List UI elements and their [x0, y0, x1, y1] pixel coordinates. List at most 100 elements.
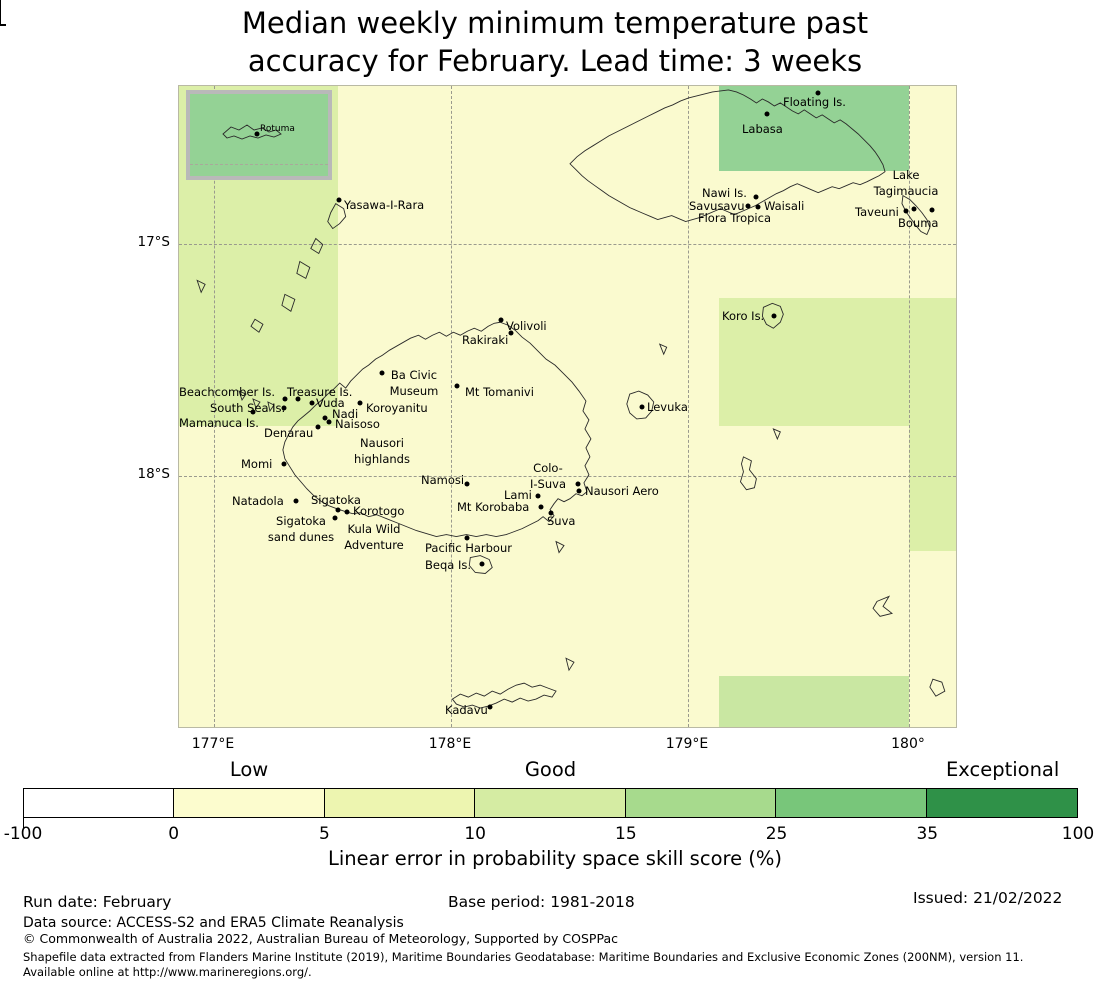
place-dot-labasa	[764, 111, 770, 117]
island-vanua-levu	[569, 89, 886, 223]
colorbar-tick	[23, 818, 24, 823]
place-label-denarau: Denarau	[264, 426, 313, 442]
place-label-line: Museum	[389, 383, 439, 398]
gridline-horizontal	[179, 244, 956, 245]
place-label-line: Taveuni	[855, 205, 899, 219]
place-label-yasawa-i-rara: Yasawa-I-Rara	[344, 198, 424, 214]
place-label-kula-wild-adventure: Kula Wild Adventure	[344, 522, 403, 553]
colorbar-label-low: Low	[229, 758, 269, 781]
place-label-beqa-is: Beqa Is.	[425, 558, 471, 574]
place-label-line: Namosi	[421, 473, 465, 487]
place-dot-rotuma	[254, 131, 260, 137]
place-label-natadola: Natadola	[232, 494, 284, 510]
place-dot-mt-korobaba	[538, 504, 544, 510]
place-label-naisoso: Naisoso	[335, 417, 380, 433]
place-label-line: Momi	[241, 457, 273, 471]
place-label-line: Bouma	[898, 216, 939, 230]
place-label-nausori-highlands: Nausori highlands	[354, 436, 410, 467]
place-label-line: Savusavu	[689, 199, 745, 213]
base-period-text: Base period: 1981-2018	[448, 893, 635, 911]
place-dot-volivoli	[498, 317, 504, 323]
colorbar-segment-0	[24, 789, 175, 817]
colorbar-tick-label: -100	[3, 824, 43, 844]
place-label-line: Kula Wild	[347, 522, 401, 536]
place-label-line: Labasa	[742, 122, 783, 136]
copyright-text: © Commonwealth of Australia 2022, Austra…	[23, 931, 618, 946]
place-dot-suva	[548, 510, 554, 516]
island-mamanuca-group	[238, 390, 275, 413]
place-label-line: Sigatoka	[276, 514, 326, 528]
gridline-vertical	[451, 86, 452, 727]
place-label-line: Nawi Is.	[702, 186, 747, 200]
place-dot-yasawa-i-rara	[336, 197, 342, 203]
island-rotuma	[222, 124, 282, 140]
place-dot-mamanuca-is	[250, 409, 256, 415]
place-label-line: Kadavu	[445, 703, 488, 717]
colorbar-bar	[23, 788, 1078, 818]
place-label-ba-civic-museum: Ba Civic Museum	[390, 368, 439, 399]
shapefile-credit-line2: Available online at http://www.marinereg…	[23, 965, 312, 979]
place-label-line: Levuka	[647, 400, 688, 414]
place-dot-south-sea-is	[281, 405, 287, 411]
place-label-sigatoka-sand-dunes: Sigatoka sand dunes	[268, 514, 334, 545]
place-label-momi: Momi	[241, 457, 272, 473]
place-dot-koroyanitu	[357, 400, 363, 406]
gridline-horizontal	[179, 476, 956, 477]
gridline-vertical	[688, 86, 689, 727]
place-label-line: Koroyanitu	[366, 401, 428, 415]
place-label-line: Colo-	[533, 461, 563, 475]
place-dot-beqa-is	[479, 561, 485, 567]
place-dot-lami	[535, 493, 541, 499]
place-label-line: Ba Civic	[390, 368, 438, 382]
x-axis-tick-label: 179°E	[665, 736, 709, 752]
place-label-beachcomber-is: Beachcomber Is.	[179, 385, 275, 401]
x-axis-tick	[0, 6, 1, 12]
colorbar: Low Good Exceptional -100 0 5 10 15 25 35 100	[4, 758, 1095, 844]
place-label-line: Sigatoka	[311, 493, 361, 507]
colorbar-tick-label: 25	[765, 824, 788, 844]
place-label-line: Nadi	[332, 407, 359, 421]
place-label-line: Waisali	[764, 199, 805, 213]
place-label-line: Adventure	[344, 537, 404, 552]
place-dot-waisali	[755, 204, 761, 210]
place-dot-nausori-aero	[576, 488, 582, 494]
place-label-line: Mt Tomanivi	[465, 385, 534, 399]
colorbar-label-exceptional: Exceptional	[945, 758, 1060, 781]
place-dot-mt-tomanivi	[454, 383, 460, 389]
place-label-koro-is: Koro Is.	[722, 309, 764, 325]
place-label-line: Nausori	[360, 436, 404, 450]
data-source-text: Data source: ACCESS-S2 and ERA5 Climate …	[23, 915, 404, 931]
island-viti-levu	[282, 321, 592, 538]
place-dot-nawi-is	[753, 194, 759, 200]
colorbar-segment-4	[625, 789, 777, 817]
place-label-nadi: Nadi	[332, 407, 358, 423]
island-ovalau	[626, 390, 655, 420]
place-label-line: Pacific Harbour	[425, 541, 512, 555]
rotuma-inset: Rotuma	[186, 90, 332, 180]
place-label-line: sand dunes	[267, 529, 335, 544]
place-dot-nadi	[322, 415, 328, 421]
place-dot-korotogo	[344, 509, 350, 515]
place-label-line: Treasure Is.	[287, 385, 353, 399]
place-dot-naisoso	[326, 419, 332, 425]
skill-cell-4	[719, 676, 909, 727]
place-label-line: Suva	[547, 514, 576, 528]
issued-date-text: Issued: 21/02/2022	[913, 889, 1063, 907]
island-gau	[739, 456, 757, 491]
place-dot-ba-civic-museum	[379, 370, 385, 376]
coastlines	[196, 89, 946, 709]
colorbar-caption: Linear error in probability space skill …	[327, 847, 783, 870]
place-label-line: I-Suva	[530, 476, 566, 491]
inset-gridline	[190, 164, 328, 165]
place-label-vuda: Vuda	[316, 396, 345, 412]
island-koro	[761, 302, 784, 329]
place-label-line: Flora Tropica	[698, 211, 771, 225]
colorbar-label-good: Good	[524, 758, 577, 781]
place-dot-pacific-harbour	[464, 535, 470, 541]
place-label-koroyanitu: Koroyanitu	[366, 401, 428, 417]
place-label-savusavu: Savusavu	[689, 199, 745, 215]
place-label-line: Nausori Aero	[585, 484, 659, 498]
place-label-volivoli: Volivoli	[506, 319, 547, 335]
place-label-colo-i-suva: Colo- I-Suva	[530, 461, 566, 492]
place-label-labasa: Labasa	[742, 122, 783, 138]
